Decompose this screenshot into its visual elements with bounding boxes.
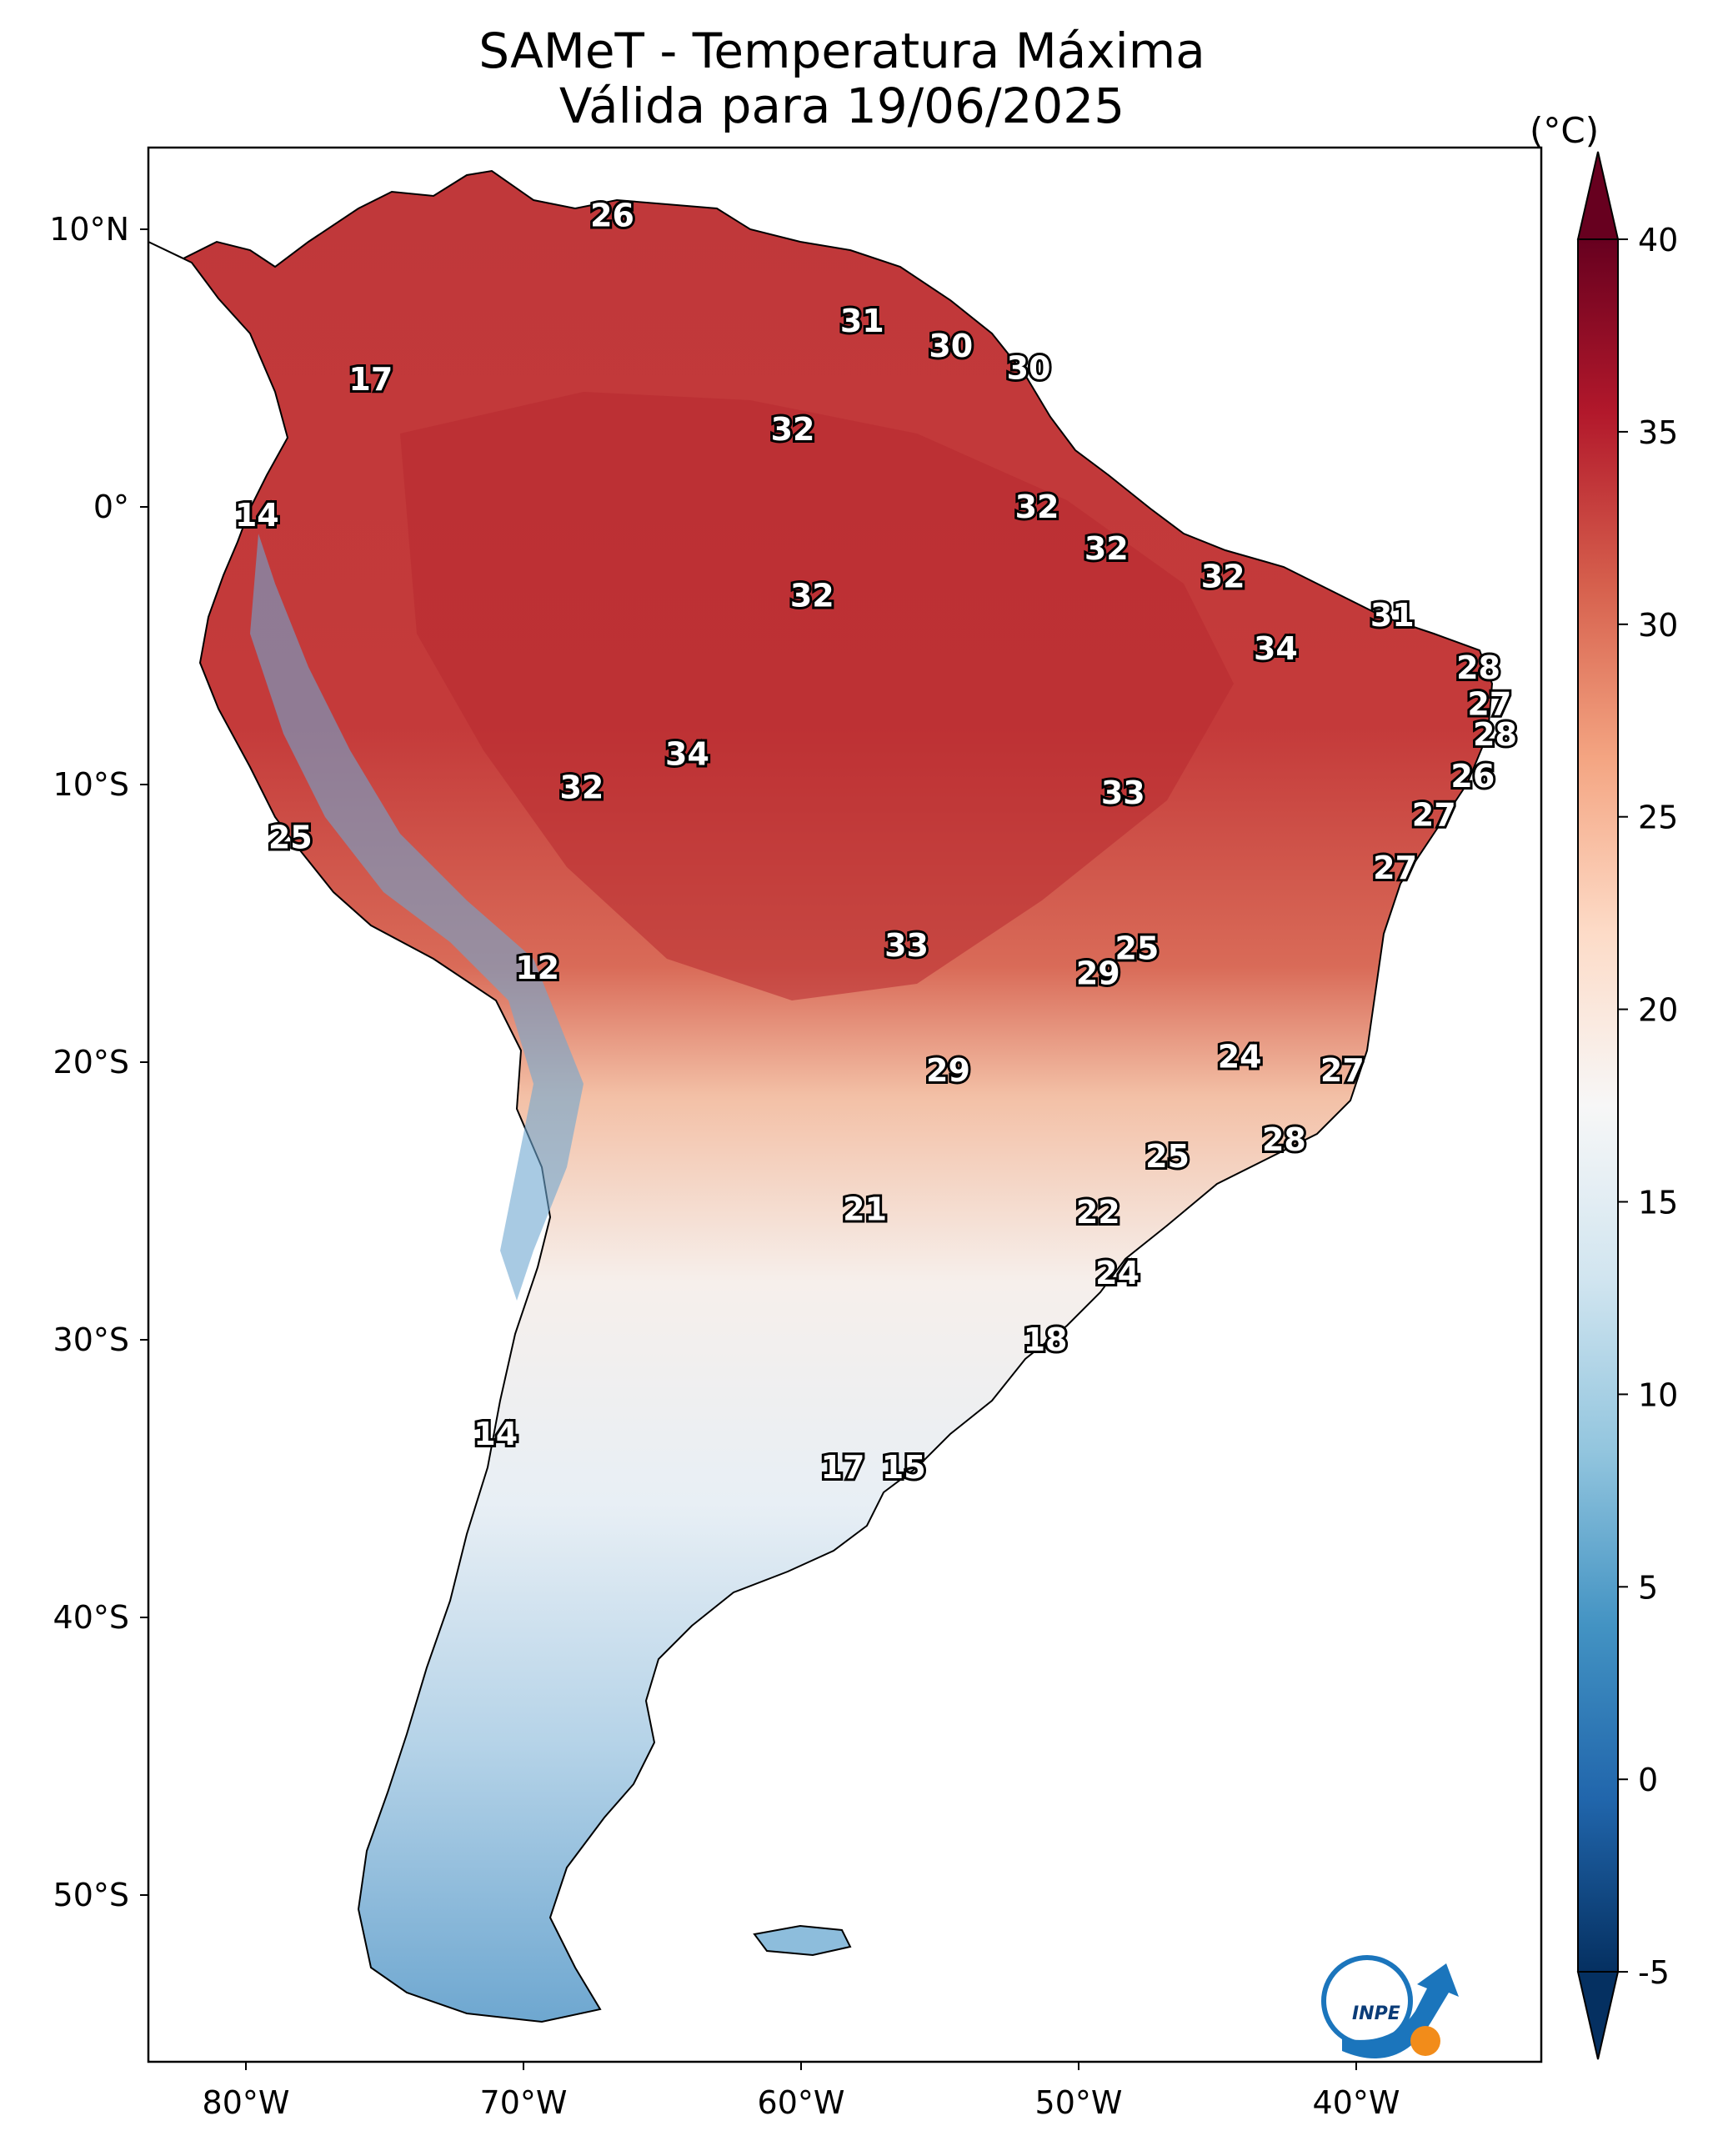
colorbar-tick-label: 35 <box>1638 414 1678 451</box>
y-tick-label: 10°S <box>53 766 129 803</box>
map-frame <box>147 146 1543 2063</box>
hot-region-overlay <box>400 392 1234 1000</box>
temperature-label: 30 <box>1007 350 1051 387</box>
colorbar-tick-label: 0 <box>1638 1762 1658 1798</box>
temperature-label: 31 <box>840 303 884 339</box>
temperature-label: 28 <box>1473 716 1517 753</box>
colorbar-unit: (°C) <box>1530 110 1600 151</box>
y-tick-label: 10°N <box>49 211 129 248</box>
colorbar-tick-label: 10 <box>1638 1376 1678 1413</box>
colorbar-gradient <box>1577 238 1619 1973</box>
map-title-line2: Válida para 19/06/2025 <box>558 78 1125 134</box>
colorbar-tick-label: 30 <box>1638 607 1678 644</box>
temperature-label: 24 <box>1218 1038 1262 1075</box>
temperature-label: 32 <box>1084 530 1129 567</box>
temperature-label: 17 <box>348 361 393 398</box>
temperature-label: 12 <box>515 950 559 986</box>
temperature-label: 27 <box>1320 1052 1365 1089</box>
x-tick-label: 70°W <box>480 2084 568 2121</box>
temperature-label: 28 <box>1262 1121 1306 1158</box>
temperature-label: 29 <box>1076 955 1120 991</box>
temperature-label: 24 <box>1095 1255 1139 1291</box>
temperature-label: 34 <box>1254 630 1298 667</box>
temperature-label: 32 <box>559 769 604 805</box>
temperature-label: 32 <box>1201 558 1245 594</box>
colorbar-tick-label: -5 <box>1638 1954 1670 1991</box>
longitude-axis: 80°W 70°W 60°W 50°W 40°W <box>203 2062 1400 2121</box>
colorbar-max-extend <box>1576 151 1620 240</box>
temperature-label: 32 <box>1015 489 1059 525</box>
temperature-label: 26 <box>1450 758 1495 795</box>
temperature-label: 30 <box>929 328 973 364</box>
temperature-label: 27 <box>1412 797 1456 834</box>
colorbar: 40 35 30 25 20 15 10 5 0 -5 <box>1576 151 1678 2060</box>
andes-cool-overlay <box>250 534 584 1301</box>
temperature-label: 27 <box>1373 850 1417 886</box>
temperature-label: 26 <box>590 197 634 233</box>
temperature-label: 17 <box>821 1449 865 1486</box>
temperature-label: 25 <box>1145 1138 1190 1175</box>
temperature-label: 25 <box>1114 930 1159 966</box>
temperature-label: 22 <box>1076 1194 1120 1231</box>
continent-shading <box>148 169 1494 2023</box>
temperature-label: 14 <box>473 1416 518 1452</box>
inpe-logo: INPE <box>1321 1955 1459 2058</box>
y-tick-label: 50°S <box>53 1877 129 1913</box>
temperature-label: 27 <box>1467 685 1511 722</box>
temperature-label: 31 <box>1370 597 1415 634</box>
colorbar-tick-label: 40 <box>1638 222 1678 258</box>
temperature-label: 34 <box>665 735 709 772</box>
latitude-axis: 10°N 0° 10°S 20°S 30°S 40°S 50°S <box>49 211 148 1913</box>
temperature-label: 14 <box>235 497 279 534</box>
colorbar-tick-label: 25 <box>1638 800 1678 836</box>
temperature-label: 33 <box>1101 775 1145 811</box>
colorbar-tick-label: 20 <box>1638 992 1678 1029</box>
x-tick-label: 50°W <box>1035 2084 1123 2121</box>
colorbar-tick-label: 5 <box>1638 1569 1658 1606</box>
map-title-line1: SAMeT - Temperatura Máxima <box>478 23 1205 79</box>
temperature-label: 25 <box>268 819 313 855</box>
x-tick-label: 40°W <box>1313 2084 1400 2121</box>
y-tick-label: 20°S <box>53 1044 129 1081</box>
temperature-label: 15 <box>882 1449 926 1486</box>
temperature-label: 32 <box>790 578 834 614</box>
temperature-label: 29 <box>926 1052 970 1089</box>
y-tick-label: 30°S <box>53 1321 129 1358</box>
temperature-label: 18 <box>1024 1321 1068 1358</box>
colorbar-min-extend <box>1576 1971 1620 2060</box>
y-tick-label: 40°S <box>53 1599 129 1636</box>
temperature-label: 28 <box>1456 649 1500 686</box>
colorbar-tick-label: 15 <box>1638 1185 1678 1221</box>
colorbar-ticks: 40 35 30 25 20 15 10 5 0 -5 <box>1618 222 1678 1991</box>
x-tick-label: 80°W <box>203 2084 290 2121</box>
temperature-label: 21 <box>843 1191 887 1227</box>
x-tick-label: 60°W <box>758 2084 845 2121</box>
temperature-label: 32 <box>771 411 815 448</box>
falkland-islands <box>753 1924 852 1957</box>
temperature-label: 33 <box>884 927 929 964</box>
logo-text: INPE <box>1352 2003 1400 2024</box>
y-tick-label: 0° <box>93 489 129 525</box>
